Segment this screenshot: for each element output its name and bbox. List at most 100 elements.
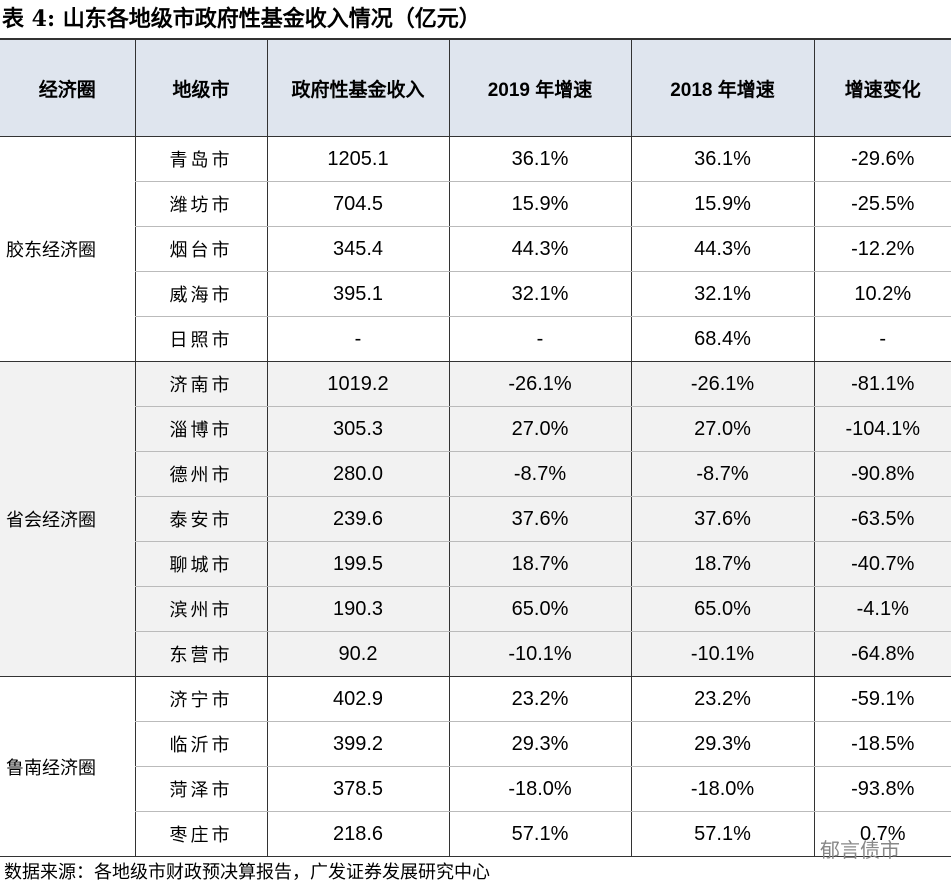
table-row: 胶东经济圈 青岛市 1205.1 36.1% 36.1% -29.6% bbox=[0, 136, 951, 362]
value-cell: -12.2% bbox=[813, 226, 951, 272]
value-cell: 1019.2 bbox=[266, 361, 449, 407]
table-row: 淄博市 305.3 27.0% 27.0% -104.1% bbox=[0, 406, 951, 452]
value-cell: 44.3% bbox=[630, 226, 814, 272]
value-cell: -10.1% bbox=[630, 631, 814, 677]
table-row: 德州市 280.0 -8.7% -8.7% -90.8% bbox=[0, 451, 951, 497]
value-cell: -26.1% bbox=[630, 361, 814, 407]
table-body: 胶东经济圈 青岛市 1205.1 36.1% 36.1% -29.6% 潍坊市 704.5 15… bbox=[0, 136, 951, 857]
value-cell: 10.2% bbox=[813, 271, 951, 317]
value-cell: 280.0 bbox=[266, 451, 449, 497]
table: 经济圈 地级市 政府性基金收入 2019 年增速 2018 年增速 增速变化 胶东经济圈青… bbox=[0, 38, 951, 857]
table-row: 鲁南经济圈 济宁市 402.9 23.2% 23.2% -59.1% bbox=[0, 676, 951, 857]
table-row: 省会经济圈 济南市 1019.2 -26.1% -26.1% -81.1% bbox=[0, 361, 951, 677]
table-row: 菏泽市 378.5 -18.0% -18.0% -93.8% bbox=[0, 766, 951, 812]
value-cell: -4.1% bbox=[813, 586, 951, 632]
group-cell: 胶东经济圈 bbox=[0, 136, 135, 362]
value-cell: 57.1% bbox=[448, 811, 631, 857]
city-cell: 临沂市 bbox=[134, 721, 267, 767]
header-cell: 地级市 bbox=[134, 38, 267, 137]
city-cell: 日照市 bbox=[134, 316, 267, 362]
value-cell: -29.6% bbox=[813, 136, 951, 182]
table-title: 表 4: 山东各地级市政府性基金收入情况（亿元） bbox=[2, 6, 481, 32]
table-row: 威海市 395.1 32.1% 32.1% 10.2% bbox=[0, 271, 951, 317]
value-cell: -18.5% bbox=[813, 721, 951, 767]
header-cell: 增速变化 bbox=[813, 38, 951, 137]
value-cell: -93.8% bbox=[813, 766, 951, 812]
header-cell: 政府性基金收入 bbox=[266, 38, 449, 137]
city-cell: 泰安市 bbox=[134, 496, 267, 542]
value-cell: -18.0% bbox=[448, 766, 631, 812]
value-cell: 345.4 bbox=[266, 226, 449, 272]
city-cell: 菏泽市 bbox=[134, 766, 267, 812]
value-cell: 27.0% bbox=[630, 406, 814, 452]
watermark: 郁言债市 bbox=[820, 840, 900, 862]
value-cell: -40.7% bbox=[813, 541, 951, 587]
city-cell: 淄博市 bbox=[134, 406, 267, 452]
value-cell: -8.7% bbox=[630, 451, 814, 497]
value-cell: 57.1% bbox=[630, 811, 814, 857]
value-cell: 36.1% bbox=[630, 136, 814, 182]
header-row: 经济圈 地级市 政府性基金收入 2019 年增速 2018 年增速 增速变化 bbox=[0, 38, 951, 137]
value-cell: -10.1% bbox=[448, 631, 631, 677]
city-cell: 潍坊市 bbox=[134, 181, 267, 227]
header-cell: 2019 年增速 bbox=[448, 38, 631, 137]
value-cell: 1205.1 bbox=[266, 136, 449, 182]
value-cell: 15.9% bbox=[448, 181, 631, 227]
value-cell: -64.8% bbox=[813, 631, 951, 677]
city-cell: 聊城市 bbox=[134, 541, 267, 587]
city-cell: 威海市 bbox=[134, 271, 267, 317]
value-cell: 23.2% bbox=[448, 676, 631, 722]
value-cell: 0.7% bbox=[813, 811, 951, 857]
city-cell: 枣庄市 bbox=[134, 811, 267, 857]
value-cell: 65.0% bbox=[630, 586, 814, 632]
value-cell: - bbox=[813, 316, 951, 362]
value-cell: 378.5 bbox=[266, 766, 449, 812]
value-cell: 37.6% bbox=[630, 496, 814, 542]
value-cell: 399.2 bbox=[266, 721, 449, 767]
value-cell: -8.7% bbox=[448, 451, 631, 497]
value-cell: 239.6 bbox=[266, 496, 449, 542]
value-cell: -81.1% bbox=[813, 361, 951, 407]
value-cell: 18.7% bbox=[448, 541, 631, 587]
value-cell: 704.5 bbox=[266, 181, 449, 227]
value-cell: 37.6% bbox=[448, 496, 631, 542]
value-cell: - bbox=[448, 316, 631, 362]
header-cell: 2018 年增速 bbox=[630, 38, 814, 137]
city-cell: 东营市 bbox=[134, 631, 267, 677]
source-note: 数据来源：各地级市财政预决算报告，广发证券发展研究中心 bbox=[4, 862, 490, 883]
value-cell: -90.8% bbox=[813, 451, 951, 497]
value-cell: 23.2% bbox=[630, 676, 814, 722]
city-cell: 济宁市 bbox=[134, 676, 267, 722]
city-cell: 滨州市 bbox=[134, 586, 267, 632]
header-cell: 经济圈 bbox=[0, 38, 135, 137]
table-row: 临沂市 399.2 29.3% 29.3% -18.5% bbox=[0, 721, 951, 767]
table-row: 滨州市 190.3 65.0% 65.0% -4.1% bbox=[0, 586, 951, 632]
value-cell: 68.4% bbox=[630, 316, 814, 362]
table-row: 泰安市 239.6 37.6% 37.6% -63.5% bbox=[0, 496, 951, 542]
value-cell: -104.1% bbox=[813, 406, 951, 452]
city-cell: 青岛市 bbox=[134, 136, 267, 182]
value-cell: -18.0% bbox=[630, 766, 814, 812]
table-row: 潍坊市 704.5 15.9% 15.9% -25.5% bbox=[0, 181, 951, 227]
value-cell: 190.3 bbox=[266, 586, 449, 632]
value-cell: 218.6 bbox=[266, 811, 449, 857]
value-cell: -25.5% bbox=[813, 181, 951, 227]
table-row: 日照市 - -68.4% - bbox=[0, 316, 951, 362]
value-cell: 402.9 bbox=[266, 676, 449, 722]
group-cell: 省会经济圈 bbox=[0, 361, 135, 677]
city-cell: 济南市 bbox=[134, 361, 267, 407]
value-cell: 29.3% bbox=[448, 721, 631, 767]
value-cell: 36.1% bbox=[448, 136, 631, 182]
city-cell: 德州市 bbox=[134, 451, 267, 497]
table-row: 枣庄市 218.6 57.1% 57.1% 0.7% bbox=[0, 811, 951, 857]
value-cell: 32.1% bbox=[630, 271, 814, 317]
value-cell: 305.3 bbox=[266, 406, 449, 452]
city-cell: 烟台市 bbox=[134, 226, 267, 272]
value-cell: 29.3% bbox=[630, 721, 814, 767]
value-cell: 65.0% bbox=[448, 586, 631, 632]
table-row: 烟台市 345.4 44.3% 44.3% -12.2% bbox=[0, 226, 951, 272]
value-cell: -26.1% bbox=[448, 361, 631, 407]
value-cell: 90.2 bbox=[266, 631, 449, 677]
table-row: 东营市 90.2 -10.1% -10.1% -64.8% bbox=[0, 631, 951, 677]
value-cell: -59.1% bbox=[813, 676, 951, 722]
